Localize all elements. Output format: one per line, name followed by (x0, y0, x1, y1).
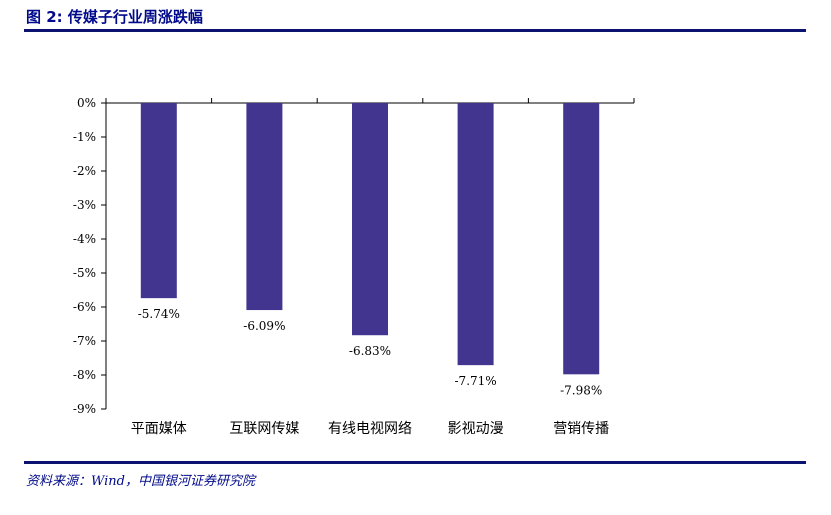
data-label: -7.71% (455, 374, 497, 388)
data-label: -5.74% (138, 307, 180, 321)
category-label: 影视动漫 (448, 421, 504, 437)
bar (563, 103, 600, 375)
y-tick-label: -9% (73, 402, 96, 416)
figure-title: 图 2: 传媒子行业周涨跌幅 (26, 8, 203, 26)
data-label: -6.09% (243, 319, 285, 333)
y-tick-label: -5% (73, 266, 96, 280)
data-label: -7.98% (560, 383, 602, 397)
bar-chart: 0% -1% -2% -3% -4% -5% -6% -7% -8% -9% -5.74% 平面媒体… (73, 96, 635, 437)
category-label: 营销传播 (553, 421, 609, 437)
chart-bars (140, 103, 600, 375)
source-note: 资料来源：Wind，中国银河证券研究院 (26, 474, 255, 489)
bar (246, 103, 283, 311)
bar (140, 103, 177, 299)
y-tick-label: -1% (73, 130, 96, 144)
chart-axes: 0% -1% -2% -3% -4% -5% -6% -7% -8% -9% (73, 96, 635, 416)
y-tick-label: -4% (73, 232, 96, 246)
y-tick-label: -2% (73, 164, 96, 178)
chart-labels: -5.74% 平面媒体 -6.09% 互联网传媒 -6.83% 有线电视网络 -7.71% 影… (131, 307, 609, 437)
category-label: 有线电视网络 (328, 421, 412, 437)
footer-rule (24, 461, 806, 464)
y-tick-label: -8% (73, 368, 96, 382)
bar (352, 103, 388, 336)
y-tick-label: -6% (73, 300, 96, 314)
header-rule (24, 29, 806, 32)
y-tick-label: 0% (77, 96, 96, 110)
bar (457, 103, 494, 366)
data-label: -6.83% (349, 344, 391, 358)
category-label: 平面媒体 (131, 421, 187, 437)
category-label: 互联网传媒 (229, 421, 299, 437)
y-tick-label: -3% (73, 198, 96, 212)
y-tick-label: -7% (73, 334, 96, 348)
